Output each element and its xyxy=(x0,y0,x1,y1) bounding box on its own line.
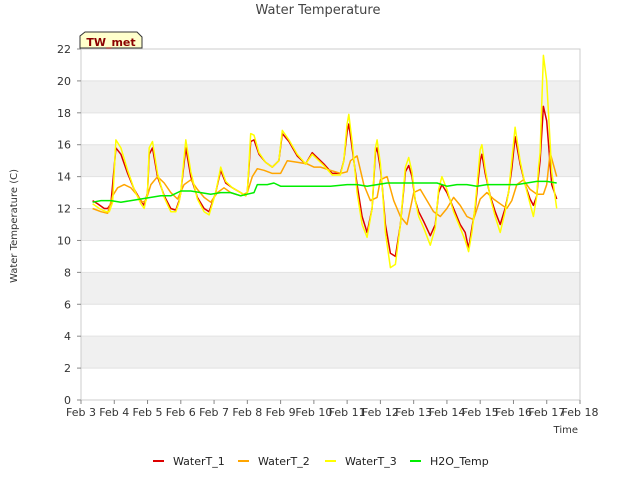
chart-title: Water Temperature xyxy=(256,3,381,18)
y-axis-title: Water Temperature (C) xyxy=(9,169,20,283)
x-tick-label: Feb 5 xyxy=(133,406,163,419)
grid-band xyxy=(81,49,580,81)
grid-band xyxy=(81,176,580,209)
y-tick-label: 0 xyxy=(64,394,71,407)
plot-frame xyxy=(80,48,581,401)
x-tick-label: Feb 17 xyxy=(528,406,565,419)
legend-label-h2o-temp: H2O_Temp xyxy=(430,455,489,468)
grid-band xyxy=(81,304,580,337)
x-tick-label: Feb 8 xyxy=(232,406,262,419)
y-tick-label: 18 xyxy=(57,107,71,120)
x-axis: Feb 3 Feb 4 Feb 5 Feb 6 Feb 7 Feb 8 Feb 9 Feb 1… xyxy=(66,400,598,419)
x-tick-label: Feb 9 xyxy=(266,406,296,419)
y-tick-label: 14 xyxy=(57,171,71,184)
x-tick-label: Feb 14 xyxy=(428,406,465,419)
x-axis-title: Time xyxy=(553,425,578,436)
x-tick-label: Feb 6 xyxy=(166,406,196,419)
y-tick-label: 20 xyxy=(57,75,71,88)
series-line-h2o-temp xyxy=(92,180,557,203)
x-tick-label: Feb 10 xyxy=(295,406,332,419)
grid-band xyxy=(81,272,580,305)
series-line-watert-2 xyxy=(92,151,558,226)
legend: WaterT_1 WaterT_2 WaterT_3 H2O_Temp xyxy=(153,455,489,468)
site-label-box: TW_met xyxy=(79,31,143,49)
plot-background-bands xyxy=(81,48,580,401)
x-tick-label: Feb 4 xyxy=(99,406,129,419)
site-label: TW_met xyxy=(86,36,135,49)
grid-band xyxy=(81,336,580,369)
x-tick-label: Feb 11 xyxy=(329,406,366,419)
y-tick-label: 4 xyxy=(64,330,71,343)
y-tick-label: 22 xyxy=(57,43,71,56)
y-tick-label: 12 xyxy=(57,203,71,216)
grid-band xyxy=(81,368,580,400)
grid-band xyxy=(81,80,580,113)
series-lines xyxy=(92,54,558,269)
x-tick-label: Feb 16 xyxy=(495,406,532,419)
x-tick-label: Feb 7 xyxy=(199,406,229,419)
y-tick-label: 16 xyxy=(57,139,71,152)
legend-label-watert-3: WaterT_3 xyxy=(345,455,397,468)
y-tick-label: 10 xyxy=(57,234,71,247)
series-line-watert-3 xyxy=(92,54,558,269)
x-tick-label: Feb 12 xyxy=(362,406,399,419)
y-tick-label: 2 xyxy=(64,362,71,375)
legend-label-watert-1: WaterT_1 xyxy=(173,455,225,468)
x-tick-label: Feb 3 xyxy=(66,406,96,419)
x-tick-label: Feb 13 xyxy=(395,406,432,419)
x-tick-label: Feb 18 xyxy=(562,406,599,419)
grid-band xyxy=(81,240,580,273)
legend-label-watert-2: WaterT_2 xyxy=(258,455,310,468)
y-tick-label: 6 xyxy=(64,298,71,311)
grid-band xyxy=(81,112,580,145)
y-tick-label: 8 xyxy=(64,266,71,279)
y-axis: 0 2 4 6 8 10 12 14 16 18 20 22 xyxy=(57,43,81,407)
x-tick-label: Feb 15 xyxy=(462,406,499,419)
